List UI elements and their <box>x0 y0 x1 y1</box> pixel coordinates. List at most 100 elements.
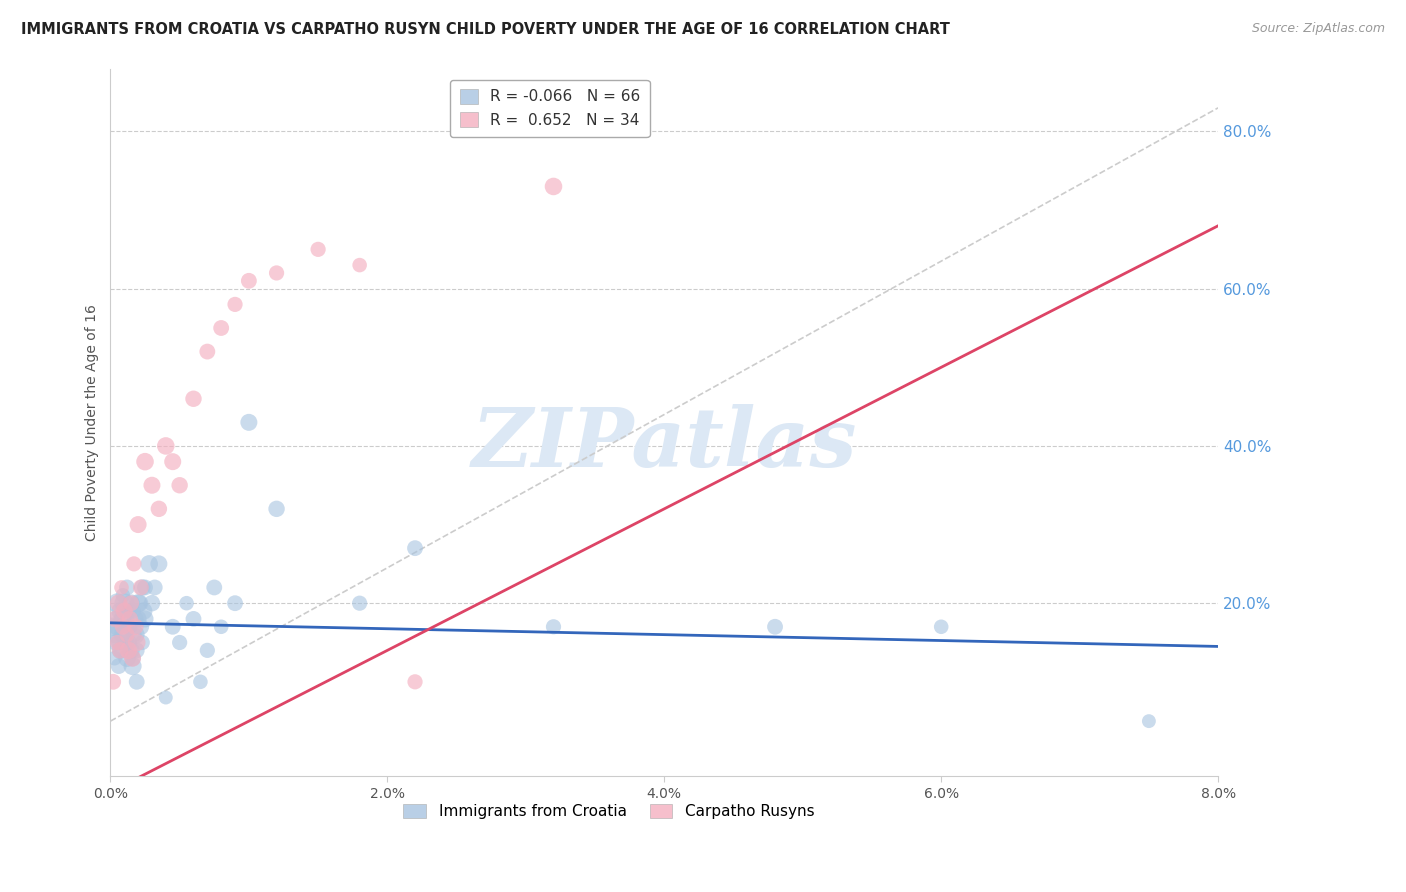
Point <box>104 635 127 649</box>
Point <box>238 415 260 429</box>
Point <box>143 581 166 595</box>
Point <box>110 627 132 641</box>
Point <box>110 581 132 595</box>
Point <box>134 612 156 626</box>
Point <box>124 620 146 634</box>
Point <box>929 620 952 634</box>
Point <box>112 604 135 618</box>
Point <box>176 596 198 610</box>
Point <box>183 392 205 406</box>
Point <box>112 596 135 610</box>
Point <box>266 266 288 280</box>
Point <box>155 439 177 453</box>
Point <box>129 581 152 595</box>
Point <box>127 612 149 626</box>
Point <box>148 501 170 516</box>
Point <box>117 643 139 657</box>
Point <box>107 596 129 610</box>
Point <box>108 604 131 618</box>
Point <box>543 620 565 634</box>
Point <box>110 643 132 657</box>
Point <box>104 612 127 626</box>
Point <box>105 620 128 634</box>
Y-axis label: Child Poverty Under the Age of 16: Child Poverty Under the Age of 16 <box>86 304 100 541</box>
Point <box>349 258 371 272</box>
Point <box>118 620 141 634</box>
Point <box>128 596 150 610</box>
Point <box>108 643 131 657</box>
Point <box>162 620 184 634</box>
Point <box>127 517 149 532</box>
Point <box>238 274 260 288</box>
Point <box>115 581 138 595</box>
Point <box>108 643 131 657</box>
Point <box>266 501 288 516</box>
Text: ZIPatlas: ZIPatlas <box>471 403 858 483</box>
Point <box>105 635 128 649</box>
Point <box>112 627 135 641</box>
Point <box>127 596 149 610</box>
Point <box>120 643 142 657</box>
Point <box>132 604 155 618</box>
Point <box>195 344 218 359</box>
Point <box>134 455 156 469</box>
Point <box>404 541 426 556</box>
Point <box>117 620 139 634</box>
Point <box>115 627 138 641</box>
Point <box>124 627 146 641</box>
Text: Source: ZipAtlas.com: Source: ZipAtlas.com <box>1251 22 1385 36</box>
Point <box>118 612 141 626</box>
Point <box>131 635 153 649</box>
Point <box>195 643 218 657</box>
Point <box>183 612 205 626</box>
Point <box>131 581 153 595</box>
Point <box>543 179 565 194</box>
Point <box>125 674 148 689</box>
Point <box>103 627 125 641</box>
Point <box>169 478 191 492</box>
Point <box>120 596 142 610</box>
Point <box>148 557 170 571</box>
Point <box>101 620 124 634</box>
Point <box>105 596 128 610</box>
Point <box>209 321 232 335</box>
Point <box>141 478 163 492</box>
Point <box>111 612 134 626</box>
Point <box>1137 714 1160 728</box>
Point <box>169 635 191 649</box>
Point <box>155 690 177 705</box>
Point <box>101 674 124 689</box>
Point <box>107 659 129 673</box>
Point <box>124 612 146 626</box>
Point <box>125 643 148 657</box>
Point <box>209 620 232 634</box>
Point <box>129 620 152 634</box>
Point <box>121 651 143 665</box>
Point <box>190 674 212 689</box>
Point <box>104 612 127 626</box>
Point <box>763 620 786 634</box>
Point <box>141 596 163 610</box>
Point <box>134 581 156 595</box>
Point <box>138 557 160 571</box>
Point <box>404 674 426 689</box>
Point <box>107 635 129 649</box>
Point <box>115 651 138 665</box>
Point <box>111 588 134 602</box>
Point <box>114 635 136 649</box>
Point <box>121 651 143 665</box>
Point <box>122 604 145 618</box>
Point <box>224 297 246 311</box>
Point <box>202 581 225 595</box>
Point <box>162 455 184 469</box>
Point <box>118 604 141 618</box>
Point <box>122 627 145 641</box>
Point <box>112 612 135 626</box>
Point <box>224 596 246 610</box>
Point <box>122 557 145 571</box>
Point <box>120 596 142 610</box>
Point <box>121 659 143 673</box>
Point <box>125 635 148 649</box>
Point <box>117 635 139 649</box>
Legend: Immigrants from Croatia, Carpatho Rusyns: Immigrants from Croatia, Carpatho Rusyns <box>398 797 821 825</box>
